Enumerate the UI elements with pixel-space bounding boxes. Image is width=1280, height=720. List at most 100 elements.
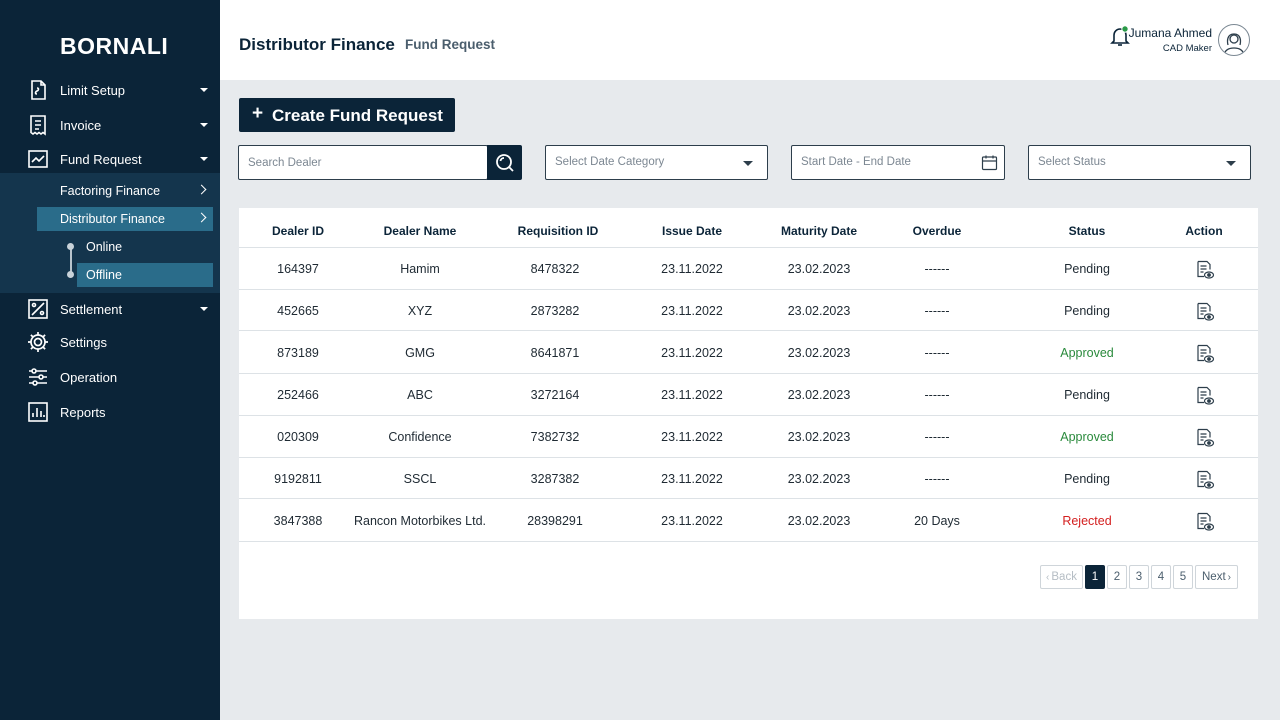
- sidebar-item-settlement[interactable]: Settlement: [0, 294, 220, 324]
- cell-dealer-id: 020309: [277, 430, 319, 444]
- table-row: 3847388 Rancon Motorbikes Ltd. 28398291 23.…: [239, 498, 1258, 541]
- table-row: 164397 Hamim 8478322 23.11.2022 23.02.2023 --…: [239, 247, 1258, 289]
- tree-line: [70, 248, 72, 275]
- cell-status: Pending: [1064, 304, 1110, 318]
- pagination-back-label: Back: [1051, 571, 1077, 583]
- tree-dot: [67, 271, 74, 278]
- cell-maturity-date: 23.02.2023: [787, 346, 851, 360]
- chevron-right-icon: [196, 212, 207, 223]
- cell-issue-date: 23.11.2022: [661, 262, 723, 276]
- cell-dealer-name: GMG: [405, 346, 435, 360]
- cell-status: Rejected: [1062, 514, 1112, 528]
- pagination-next-button[interactable]: Next ›: [1195, 565, 1238, 589]
- view-document-icon[interactable]: [1195, 386, 1215, 406]
- pagination-page-3[interactable]: 3: [1129, 565, 1149, 589]
- chevron-right-icon: [196, 184, 207, 195]
- cell-requisition-id: 7382732: [530, 430, 580, 444]
- column-header-overdue[interactable]: Overdue: [912, 224, 962, 238]
- sidebar-item-operation[interactable]: Operation: [0, 362, 220, 392]
- cell-status: Pending: [1064, 262, 1110, 276]
- sidebar-item-label: Reports: [60, 404, 106, 420]
- tree-dot: [67, 243, 74, 250]
- cell-maturity-date: 23.02.2023: [787, 388, 851, 402]
- plus-icon: +: [252, 103, 264, 124]
- cell-dealer-name: ABC: [407, 388, 433, 402]
- limit-setup-icon: [26, 78, 50, 102]
- view-document-icon[interactable]: [1195, 428, 1215, 448]
- sidebar-subitem-distributor-finance[interactable]: Distributor Finance: [37, 207, 213, 231]
- cell-issue-date: 23.11.2022: [661, 346, 723, 360]
- pagination-back-button[interactable]: ‹ Back: [1040, 565, 1083, 589]
- column-header-requisition-id[interactable]: Requisition ID: [517, 224, 599, 238]
- cell-dealer-id: 164397: [277, 262, 319, 276]
- cell-maturity-date: 23.02.2023: [787, 262, 851, 276]
- search-button[interactable]: [487, 145, 522, 180]
- cell-requisition-id: 3272164: [530, 388, 580, 402]
- sidebar-subitem-factoring-finance[interactable]: Factoring Finance: [37, 179, 213, 203]
- search-field: [238, 145, 488, 180]
- cell-dealer-id: 9192811: [274, 472, 322, 486]
- column-header-maturity-date[interactable]: Maturity Date: [780, 224, 858, 238]
- sidebar-item-reports[interactable]: Reports: [0, 397, 220, 427]
- table-row: 452665 XYZ 2873282 23.11.2022 23.02.2023 ----…: [239, 289, 1258, 330]
- cell-overdue: ------: [924, 346, 950, 360]
- user-role: CAD Maker: [1162, 43, 1212, 54]
- cell-requisition-id: 8478322: [530, 262, 580, 276]
- pagination-page-2[interactable]: 2: [1107, 565, 1127, 589]
- view-document-icon[interactable]: [1195, 260, 1215, 280]
- column-header-status[interactable]: Status: [1068, 224, 1106, 238]
- caret-down-icon: [200, 157, 208, 161]
- sidebar-item-label: Operation: [60, 369, 118, 385]
- cell-dealer-id: 452665: [277, 304, 319, 318]
- view-document-icon[interactable]: [1195, 512, 1215, 532]
- sidebar-subitem-online[interactable]: Online: [77, 235, 213, 259]
- fund-request-table: Dealer ID Dealer Name Requisition ID Iss…: [239, 208, 1258, 619]
- cell-issue-date: 23.11.2022: [661, 304, 723, 318]
- chevron-right-icon: ›: [1227, 571, 1231, 583]
- pagination-page-4[interactable]: 4: [1151, 565, 1171, 589]
- column-header-action: Action: [1185, 224, 1223, 238]
- sliders-icon: [26, 365, 50, 389]
- date-category-value: Select Date Category: [555, 156, 665, 168]
- cell-dealer-id: 873189: [277, 346, 319, 360]
- column-header-issue-date[interactable]: Issue Date: [661, 224, 723, 238]
- cell-dealer-id: 3847388: [273, 514, 323, 528]
- cell-requisition-id: 3287382: [530, 472, 580, 486]
- invoice-icon: [26, 113, 50, 137]
- column-header-dealer-id[interactable]: Dealer ID: [271, 224, 325, 238]
- create-fund-request-button[interactable]: + Create Fund Request: [239, 98, 455, 132]
- cell-overdue: ------: [924, 472, 950, 486]
- cell-maturity-date: 23.02.2023: [787, 472, 851, 486]
- calendar-icon[interactable]: [981, 154, 998, 171]
- cell-overdue: ------: [924, 430, 950, 444]
- avatar[interactable]: [1218, 24, 1250, 56]
- view-document-icon[interactable]: [1195, 470, 1215, 490]
- table-row: 873189 GMG 8641871 23.11.2022 23.02.2023 ----…: [239, 330, 1258, 373]
- cell-requisition-id: 28398291: [527, 514, 583, 528]
- table-row: 252466 ABC 3272164 23.11.2022 23.02.2023 ----…: [239, 373, 1258, 415]
- column-header-dealer-name[interactable]: Dealer Name: [383, 224, 457, 238]
- page-subtitle: Fund Request: [405, 37, 495, 52]
- sidebar-subitem-offline[interactable]: Offline: [77, 263, 213, 287]
- sidebar-item-label: Fund Request: [60, 151, 142, 167]
- date-range-value: Start Date - End Date: [801, 156, 911, 168]
- sidebar-item-invoice[interactable]: Invoice: [0, 110, 220, 140]
- cell-requisition-id: 8641871: [530, 346, 580, 360]
- date-category-select[interactable]: Select Date Category: [545, 145, 768, 180]
- date-range-field[interactable]: Start Date - End Date: [791, 145, 1005, 180]
- cell-overdue: ------: [924, 304, 950, 318]
- view-document-icon[interactable]: [1195, 302, 1215, 322]
- sidebar-item-fund-request[interactable]: Fund Request: [0, 144, 220, 174]
- cell-overdue: ------: [924, 388, 950, 402]
- sidebar-item-limit-setup[interactable]: Limit Setup: [0, 75, 220, 105]
- cell-maturity-date: 23.02.2023: [787, 430, 851, 444]
- pagination-page-5[interactable]: 5: [1173, 565, 1193, 589]
- bell-icon[interactable]: [1108, 24, 1132, 48]
- cell-dealer-name: Hamim: [400, 262, 440, 276]
- view-document-icon[interactable]: [1195, 344, 1215, 364]
- search-input[interactable]: [239, 146, 487, 179]
- sidebar-item-settings[interactable]: Settings: [0, 327, 220, 357]
- status-select[interactable]: Select Status: [1028, 145, 1251, 180]
- pagination-page-1[interactable]: 1: [1085, 565, 1105, 589]
- cell-status: Pending: [1064, 472, 1110, 486]
